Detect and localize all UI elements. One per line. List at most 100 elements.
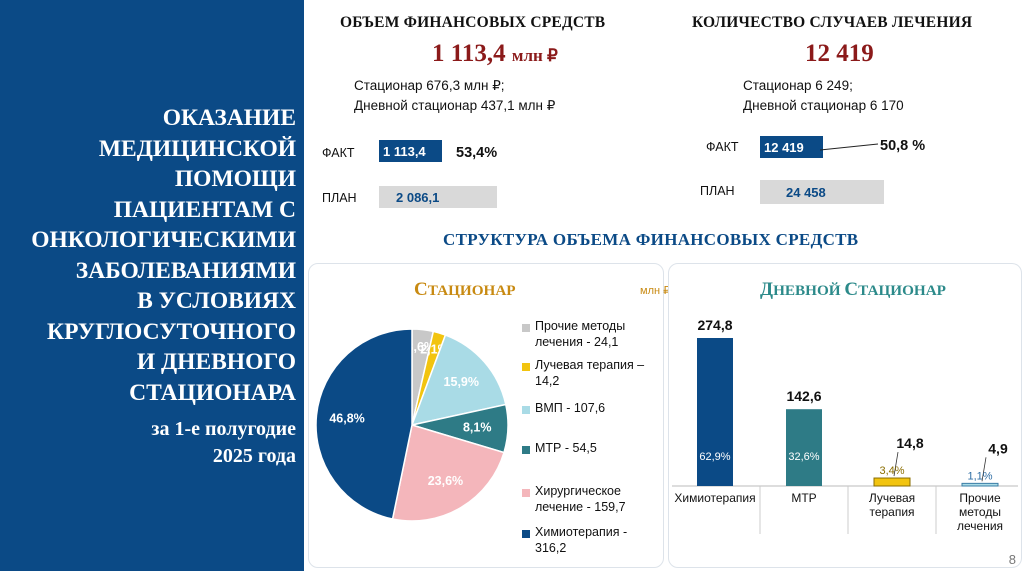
finance-total-unit: млн ₽	[511, 46, 558, 65]
inpatient-unit: млн ₽	[640, 285, 671, 297]
pie-slice-label: 8,1%	[463, 420, 492, 434]
left-title-panel: ОКАЗАНИЕ МЕДИЦИНСКОЙ ПОМОЩИ ПАЦИЕНТАМ С …	[0, 0, 304, 571]
day-hospital-bar-chart: 274,8 62,9% Химиотерапия 142,6 32,6% МТР 14,8 3…	[672, 317, 1018, 534]
finance-plan-label: ПЛАН	[322, 191, 357, 205]
cases-breakdown-line: Дневной стационар 6 170	[743, 98, 904, 113]
category-label: лечения	[957, 519, 1003, 533]
cases-percent: 50,8 %	[880, 138, 926, 154]
legend-label: Химиотерапия -	[535, 525, 628, 539]
cases-plan-bar	[760, 180, 884, 204]
day-hospital-title-cap: Д	[760, 279, 774, 300]
legend-swatch	[522, 406, 530, 414]
legend-swatch	[522, 324, 530, 332]
inpatient-pie-chart: 3,6%2,1%15,9%8,1%23,6%46,8%	[315, 328, 509, 522]
cases-fact-bar	[760, 136, 823, 158]
legend-swatch	[522, 363, 530, 371]
finance-plan-bar	[379, 186, 497, 208]
slide-title-line: СТАЦИОНАРА	[129, 379, 296, 406]
cases-total: 12 419	[805, 40, 874, 67]
legend-item: ВМП - 107,6	[535, 400, 605, 416]
finance-percent: 53,4%	[456, 145, 498, 161]
legend-label: Прочие методы	[535, 319, 626, 333]
bar-value-leader	[893, 451, 899, 477]
bar-value-label: 4,9	[988, 440, 1008, 456]
legend-swatch	[522, 446, 530, 454]
slide-title-line: ЗАБОЛЕВАНИЯМИ	[75, 257, 296, 284]
legend-item: Прочие методы лечения - 24,1	[535, 318, 625, 350]
cases-percent-connector	[820, 143, 879, 151]
finance-title: ОБЪЕМ ФИНАНСОВЫХ СРЕДСТВ	[340, 14, 606, 31]
inpatient-title-cap: С	[414, 279, 428, 300]
inpatient-title-rest: ТАЦИОНАР	[427, 282, 516, 299]
bar-value-label: 14,8	[896, 435, 923, 451]
legend-label: Хирургическое	[535, 484, 621, 498]
slide-title-line: И ДНЕВНОГО	[136, 349, 296, 375]
category-label: МТР	[791, 491, 816, 505]
inpatient-title: СТАЦИОНАР	[414, 279, 516, 301]
slide-title-line: КРУГЛОСУТОЧНОГО	[47, 318, 296, 345]
pie-slice	[410, 334, 507, 427]
cases-title: КОЛИЧЕСТВО СЛУЧАЕВ ЛЕЧЕНИЯ	[692, 14, 973, 31]
slide-subtitle-line: за 1-е полугодие	[151, 418, 296, 440]
day-hospital-title-cap: С	[844, 279, 859, 300]
category-label: Лучевая	[869, 491, 915, 505]
bar	[961, 482, 999, 487]
cases-breakdown-line: Стационар 6 249;	[743, 78, 853, 93]
category-label: Прочие	[959, 491, 1001, 505]
finance-plan-bar-label: 2 086,1	[396, 190, 440, 205]
slide-title-line: В УСЛОВИЯХ	[137, 288, 296, 314]
slide-title-line: МЕДИЦИНСКОЙ	[98, 135, 296, 162]
legend-item: Химиотерапия - 316,2	[535, 524, 627, 556]
legend-item: Лучевая терапия – 14,2	[535, 357, 644, 389]
legend-label: 14,2	[535, 374, 560, 388]
structure-title: СТРУКТУРА ОБЪЕМА ФИНАНСОВЫХ СРЕДСТВ	[443, 230, 859, 249]
slide-title-line: ПОМОЩИ	[174, 166, 296, 192]
day-hospital-title: ДНЕВНОЙ СТАЦИОНАР	[760, 279, 946, 301]
cases-plan-bar-label: 24 458	[786, 185, 826, 200]
pie-slice-label: 23,6%	[428, 474, 463, 488]
bar-percent-label: 32,6%	[788, 451, 819, 463]
slide-subtitle-line: 2025 года	[212, 445, 296, 467]
slide-title: ОКАЗАНИЕ МЕДИЦИНСКОЙ ПОМОЩИ ПАЦИЕНТАМ С …	[0, 103, 296, 408]
bar-percent-label: 62,9%	[699, 451, 730, 463]
bar	[786, 409, 822, 486]
legend-label: МТР - 54,5	[535, 441, 597, 455]
legend-label: ВМП - 107,6	[535, 401, 606, 415]
page-number: 8	[1008, 552, 1016, 567]
bar	[873, 477, 911, 487]
finance-breakdown-line: Стационар 676,3 млн ₽;	[354, 78, 505, 93]
bar-value-label: 274,8	[697, 317, 732, 333]
legend-item: МТР - 54,5	[535, 440, 597, 456]
legend-label: лечения - 24,1	[535, 335, 619, 349]
slide-title-line: ОКАЗАНИЕ	[162, 105, 296, 131]
finance-total-value: 1 113,4	[432, 40, 506, 67]
pie-slice	[391, 424, 505, 522]
finance-fact-bar	[379, 140, 442, 162]
day-hospital-title-rest: НЕВНОЙ	[773, 282, 845, 299]
bar-value-leader	[981, 457, 987, 482]
legend-swatch	[522, 530, 530, 538]
finance-breakdown-line: Дневной стационар 437,1 млн ₽	[354, 98, 556, 113]
bar	[697, 338, 733, 486]
finance-fact-bar-label: 1 113,4	[383, 144, 426, 159]
category-label: Химиотерапия	[674, 491, 755, 505]
legend-swatch	[522, 489, 530, 497]
category-label: терапия	[869, 505, 914, 519]
slide-subtitle: за 1-е полугодие 2025 года	[151, 416, 296, 470]
day-hospital-title-rest: ТАЦИОНАР	[858, 282, 946, 299]
category-label: методы	[959, 505, 1001, 519]
pie-slice-label: 46,8%	[329, 411, 364, 425]
pie-slice-label: 3,6%	[407, 340, 436, 354]
legend-label: 316,2	[535, 541, 567, 555]
bar-percent-label: 1,1%	[967, 470, 992, 482]
pie-slice-label: 15,9%	[444, 375, 479, 389]
slide-title-line: ПАЦИЕНТАМ С	[113, 196, 296, 223]
bar-value-label: 142,6	[786, 388, 821, 404]
legend-item: Хирургическое лечение - 159,7	[535, 483, 626, 515]
legend-label: лечение - 159,7	[535, 500, 626, 514]
cases-fact-bar-label: 12 419	[764, 140, 804, 155]
finance-total: 1 113,4 млн ₽	[432, 40, 558, 68]
cases-fact-label: ФАКТ	[706, 140, 739, 154]
legend-label: Лучевая терапия –	[535, 358, 645, 372]
cases-plan-label: ПЛАН	[700, 184, 735, 198]
